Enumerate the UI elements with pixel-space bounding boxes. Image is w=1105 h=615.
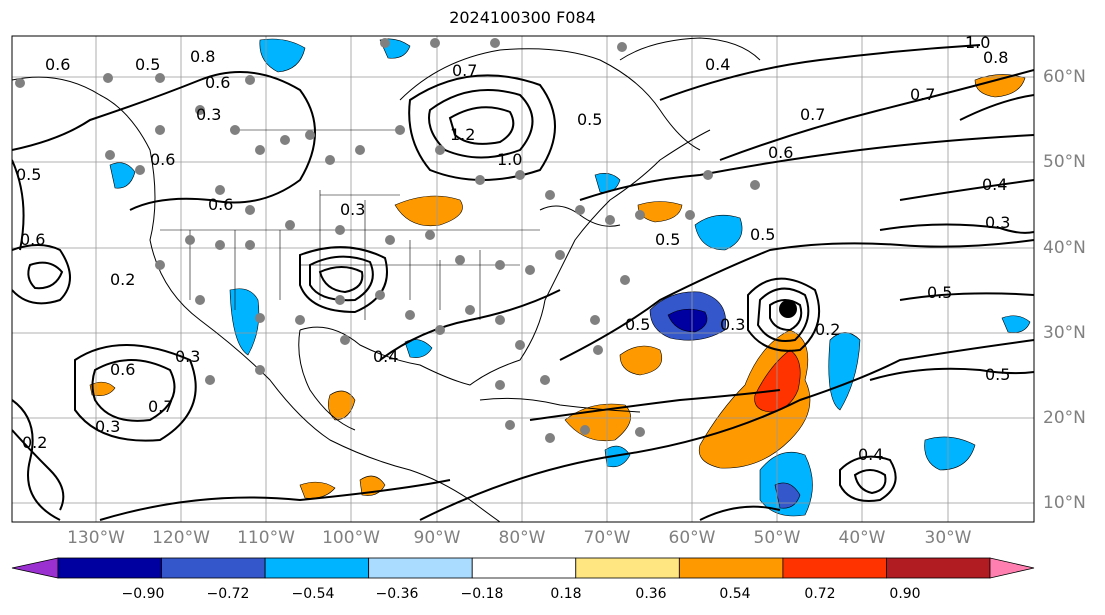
contour-label: 0.6 (205, 73, 230, 92)
latitude-label: 50°N (1043, 152, 1086, 172)
colorbar-segment (575, 557, 680, 579)
longitude-label: 90°W (413, 528, 461, 548)
colorbar-segment (57, 557, 162, 579)
observation-stations (15, 38, 760, 443)
negative-anomaly-area (604, 445, 631, 468)
contour-label: 0.8 (983, 48, 1008, 67)
colorbar-tick-label: −0.18 (460, 586, 504, 602)
colorbar-tick-label: −0.72 (206, 586, 250, 602)
colorbar-extend-low (11, 557, 59, 579)
latitude-label: 10°N (1043, 493, 1086, 513)
contour-label: 1.2 (450, 125, 475, 144)
negative-anomaly-area (229, 288, 260, 356)
contour-label: 0.4 (373, 347, 398, 366)
longitude-label: 60°W (668, 528, 716, 548)
colorbar (11, 557, 1035, 579)
negative-anomaly-area (924, 436, 976, 471)
coastlines (12, 37, 761, 522)
longitude-label: 80°W (498, 528, 546, 548)
storm-center-marker (779, 300, 797, 318)
strong-negative-anomaly-area (667, 308, 708, 333)
colorbar-tick-label: 0.54 (719, 586, 751, 602)
negative-anomaly-area (774, 482, 801, 509)
colorbar-tick-label: 0.90 (889, 586, 921, 602)
longitude-label: 70°W (583, 528, 631, 548)
contour-label: 0.6 (45, 55, 70, 74)
contour-label: 1.0 (497, 150, 522, 169)
contour-label: 0.5 (625, 315, 650, 334)
longitude-label: 120°W (152, 528, 210, 548)
longitude-label: 50°W (753, 528, 801, 548)
contour-label: 0.3 (196, 105, 221, 124)
contour-label: 0.3 (985, 213, 1010, 232)
contour-label: 0.7 (452, 61, 477, 80)
contour-label: 0.8 (190, 47, 215, 66)
contour-label: 0.5 (16, 165, 41, 184)
contour-label: 0.5 (985, 365, 1010, 384)
colorbar-segment (368, 557, 473, 579)
positive-anomaly-area (619, 345, 663, 376)
contour-label: 0.5 (927, 283, 952, 302)
colorbar-tick-label: −0.36 (375, 586, 419, 602)
contour-label: 0.6 (768, 143, 793, 162)
colorbar-extend-high (989, 557, 1035, 579)
colorbar-tick-label: −0.90 (121, 586, 165, 602)
contour-label: 0.2 (110, 270, 135, 289)
colorbar-segment (782, 557, 887, 579)
negative-anomaly-area (259, 38, 306, 73)
contour-label: 0.3 (175, 347, 200, 366)
longitude-label: 40°W (838, 528, 886, 548)
longitude-label: 30°W (924, 528, 972, 548)
positive-anomaly-area (394, 195, 463, 227)
colorbar-tick-label: −0.54 (291, 586, 335, 602)
latitude-label: 60°N (1043, 67, 1086, 87)
colorbar-tick-label: 0.18 (550, 586, 582, 602)
colorbar-tick-label: 0.72 (804, 586, 836, 602)
contour-label: 0.6 (208, 195, 233, 214)
contour-labels: 0.5 0.6 0.8 0.7 0.3 0.5 0.4 1.0 0.8 0.7 … (16, 33, 1010, 464)
contour-label: 0.2 (815, 320, 840, 339)
graticule (12, 36, 1034, 522)
longitude-label: 110°W (237, 528, 295, 548)
negative-anomaly-area (109, 162, 136, 189)
colorbar-segment (678, 557, 784, 579)
contour-label: 0.5 (655, 230, 680, 249)
contour-label: 0.7 (910, 85, 935, 104)
contour-label: 1.0 (965, 33, 990, 52)
latitude-label: 30°N (1043, 323, 1086, 343)
positive-anomaly-area (328, 390, 356, 421)
contour-label: 0.6 (150, 150, 175, 169)
colorbar-tick-label: 0.36 (635, 586, 667, 602)
contour-label: 0.3 (720, 315, 745, 334)
colorbar-segment (264, 557, 370, 579)
chart-title: 2024100300 F084 (449, 8, 596, 27)
contour-label: 0.3 (95, 417, 120, 436)
colorbar-segment (886, 557, 991, 579)
contour-label: 0.7 (148, 397, 173, 416)
colorbar-segment (161, 557, 266, 579)
map-frame (11, 35, 1035, 523)
contour-label: 0.7 (800, 105, 825, 124)
positive-anomaly-area (974, 74, 1026, 98)
longitude-label: 100°W (322, 528, 380, 548)
longitude-label: 130°W (67, 528, 125, 548)
contour-label: 0.4 (858, 445, 883, 464)
contour-label: 0.6 (20, 230, 45, 249)
contour-label: 0.5 (135, 55, 160, 74)
negative-anomaly-area (694, 214, 743, 251)
map-panel: 0.5 0.6 0.8 0.7 0.3 0.5 0.4 1.0 0.8 0.7 … (12, 33, 1034, 522)
negative-anomaly-area (1001, 315, 1031, 333)
latitude-label: 20°N (1043, 408, 1086, 428)
contour-label: 0.4 (705, 55, 730, 74)
contour-label: 0.6 (110, 360, 135, 379)
latitude-label: 40°N (1043, 238, 1086, 258)
contour-label: 0.5 (577, 110, 602, 129)
contours (12, 44, 1034, 521)
contour-label: 0.3 (340, 200, 365, 219)
colorbar-segment (471, 557, 577, 579)
contour-label: 0.2 (22, 433, 47, 452)
contour-label: 0.4 (982, 175, 1007, 194)
contour-label: 0.5 (750, 225, 775, 244)
